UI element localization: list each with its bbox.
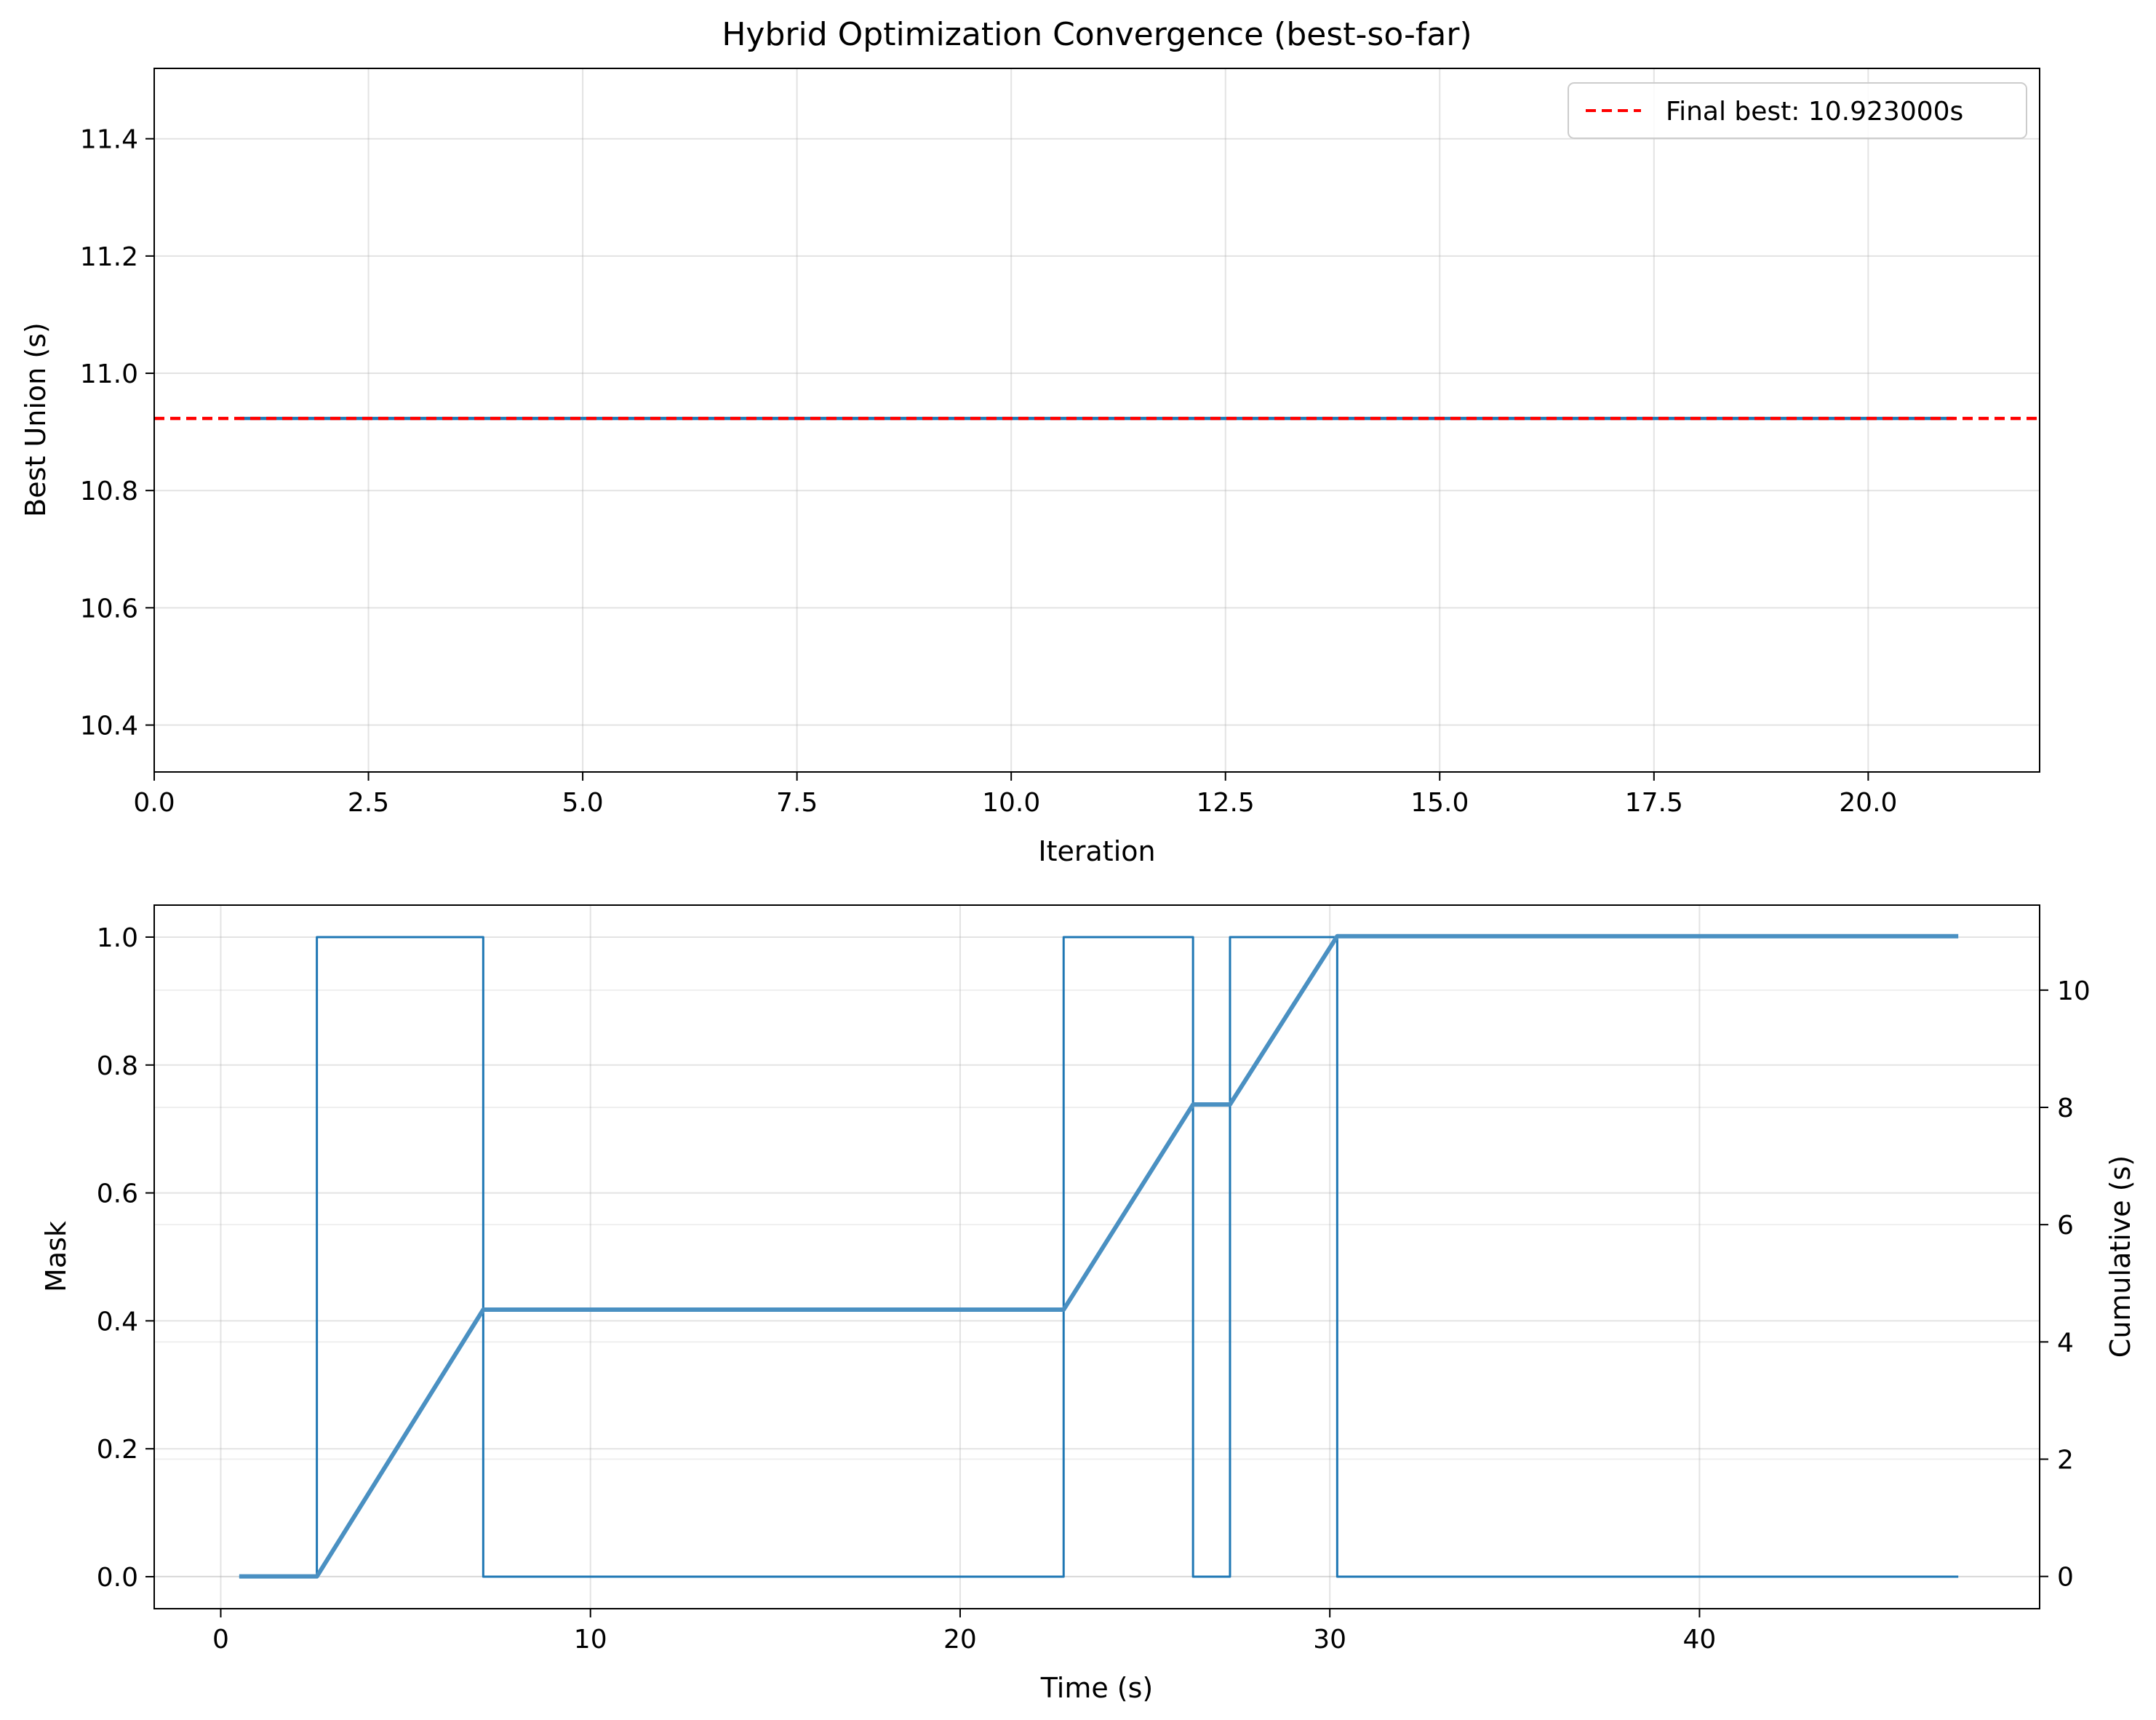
convergence-y-tick-label: 11.2 [80, 242, 138, 272]
convergence-y-tick-label: 10.8 [80, 477, 138, 506]
convergence-chart-title: Hybrid Optimization Convergence (best-so… [722, 16, 1472, 53]
convergence-x-tick-label: 10.0 [982, 788, 1040, 818]
mask-x-tick-label: 20 [943, 1625, 977, 1655]
convergence-y-tick-label: 11.4 [80, 125, 138, 155]
legend-box [1568, 82, 2027, 139]
cumulative-y-tick-label: 6 [2057, 1211, 2074, 1241]
mask-x-tick-label: 40 [1683, 1625, 1717, 1655]
convergence-x-tick-label: 17.5 [1625, 788, 1683, 818]
convergence-x-tick-label: 2.5 [348, 788, 389, 818]
convergence-ticks: 0.0 2.5 5.0 7.5 10.0 12.5 15.0 17.5 20.0 10.4 10.6… [80, 125, 1898, 818]
mask-y-tick-label: 0.6 [97, 1179, 138, 1209]
convergence-plot-frame [153, 68, 2040, 773]
convergence-x-tick-label: 0.0 [133, 788, 175, 818]
cumulative-y-tick-label: 0 [2057, 1563, 2074, 1593]
convergence-y-tick-label: 10.6 [80, 594, 138, 624]
legend: Final best: 10.923000s [1568, 82, 2027, 139]
cumulative-line [239, 933, 1959, 1579]
convergence-x-tick-label: 5.0 [562, 788, 603, 818]
mask-x-tick-label: 10 [574, 1625, 607, 1655]
legend-label-final-best: Final best: 10.923000s [1666, 97, 1963, 127]
mask-y-tick-label: 0.8 [97, 1051, 138, 1081]
cumulative-y-tick-label: 2 [2057, 1446, 2074, 1476]
cumulative-y-tick-label: 10 [2057, 976, 2091, 1006]
convergence-x-tick-label: 12.5 [1197, 788, 1255, 818]
mask-cumulative-chart: 0 10 20 30 40 0.0 0.2 0.4 0.6 0.8 1.0 0 2 4 6 8 10 Time … [40, 904, 2136, 1704]
mask-y-tick-label: 0.2 [97, 1435, 138, 1465]
mask-plot-frame [153, 904, 2040, 1609]
cumulative-y-tick-label: 4 [2057, 1328, 2074, 1358]
convergence-chart: Hybrid Optimization Convergence (best-so… [20, 16, 2040, 867]
mask-y-tick-label: 0.4 [97, 1307, 138, 1337]
mask-step-line [239, 936, 1959, 1578]
mask-x-tick-label: 0 [212, 1625, 229, 1655]
convergence-x-tick-label: 15.0 [1410, 788, 1469, 818]
mask-marks [239, 933, 1959, 1579]
convergence-x-axis-label: Iteration [1038, 835, 1155, 867]
mask-y-tick-label: 0.0 [97, 1563, 138, 1593]
mask-y-tick-label: 1.0 [97, 923, 138, 953]
mask-x-tick-label: 30 [1313, 1625, 1346, 1655]
cumulative-y-tick-label: 8 [2057, 1094, 2074, 1123]
cumulative-y-axis-label: Cumulative (s) [2104, 1155, 2136, 1358]
convergence-x-tick-label: 20.0 [1839, 788, 1897, 818]
mask-ticks: 0 10 20 30 40 0.0 0.2 0.4 0.6 0.8 1.0 0 2 4 6 8 10 [97, 923, 2091, 1655]
convergence-y-axis-label: Best Union (s) [20, 322, 52, 517]
mask-y-axis-label: Mask [40, 1221, 72, 1292]
convergence-y-tick-label: 11.0 [80, 359, 138, 389]
mask-x-axis-label: Time (s) [1040, 1672, 1154, 1704]
convergence-y-tick-label: 10.4 [80, 712, 138, 741]
convergence-grid [153, 68, 2040, 772]
convergence-x-tick-label: 7.5 [776, 788, 818, 818]
